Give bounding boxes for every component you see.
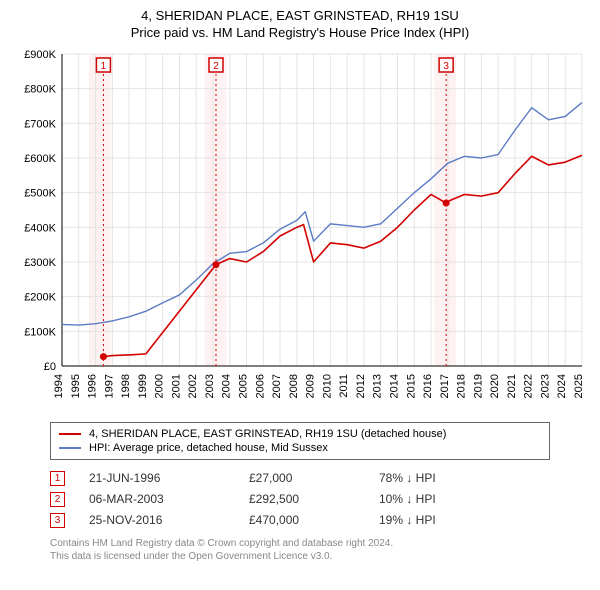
sale-marker: 3	[50, 513, 65, 528]
sale-marker: 1	[50, 471, 65, 486]
chart-subtitle: Price paid vs. HM Land Registry's House …	[12, 25, 588, 40]
svg-text:2019: 2019	[472, 374, 484, 398]
svg-text:2005: 2005	[238, 374, 250, 398]
svg-text:2000: 2000	[154, 374, 166, 398]
legend-swatch	[59, 447, 81, 449]
sale-row: 2 06-MAR-2003£292,50010% ↓ HPI	[50, 489, 588, 510]
svg-text:2020: 2020	[489, 374, 501, 398]
svg-text:£0: £0	[44, 361, 56, 373]
svg-text:2015: 2015	[405, 374, 417, 398]
svg-text:2006: 2006	[254, 374, 266, 398]
svg-text:1: 1	[101, 61, 107, 72]
svg-text:£900K: £900K	[24, 49, 56, 61]
legend-swatch	[59, 433, 81, 435]
sale-date: 06-MAR-2003	[89, 492, 249, 506]
sale-price: £470,000	[249, 513, 379, 527]
svg-text:2021: 2021	[506, 374, 518, 398]
svg-text:2007: 2007	[271, 374, 283, 398]
legend-item: 4, SHERIDAN PLACE, EAST GRINSTEAD, RH19 …	[59, 427, 541, 441]
svg-text:2012: 2012	[355, 374, 367, 398]
sale-diff: 19% ↓ HPI	[379, 513, 499, 527]
svg-text:2023: 2023	[539, 374, 551, 398]
svg-text:2016: 2016	[422, 374, 434, 398]
svg-text:1996: 1996	[87, 374, 99, 398]
svg-text:1997: 1997	[103, 374, 115, 398]
legend-label: 4, SHERIDAN PLACE, EAST GRINSTEAD, RH19 …	[89, 428, 446, 440]
footer-line-2: This data is licensed under the Open Gov…	[50, 550, 588, 563]
svg-text:2025: 2025	[573, 374, 585, 398]
svg-text:2011: 2011	[338, 374, 350, 398]
legend-item: HPI: Average price, detached house, Mid …	[59, 441, 541, 455]
sale-date: 21-JUN-1996	[89, 471, 249, 485]
svg-text:2024: 2024	[556, 374, 568, 398]
svg-text:2001: 2001	[170, 374, 182, 398]
svg-text:1998: 1998	[120, 374, 132, 398]
svg-text:£100K: £100K	[24, 326, 56, 338]
svg-text:£400K: £400K	[24, 222, 56, 234]
sale-diff: 10% ↓ HPI	[379, 492, 499, 506]
chart-title: 4, SHERIDAN PLACE, EAST GRINSTEAD, RH19 …	[12, 8, 588, 25]
svg-text:2008: 2008	[288, 374, 300, 398]
svg-text:2017: 2017	[439, 374, 451, 398]
svg-text:£800K: £800K	[24, 84, 56, 96]
sale-price: £292,500	[249, 492, 379, 506]
svg-text:2004: 2004	[221, 374, 233, 398]
sale-date: 25-NOV-2016	[89, 513, 249, 527]
svg-text:2018: 2018	[456, 374, 468, 398]
svg-text:£700K: £700K	[24, 118, 56, 130]
svg-text:2002: 2002	[187, 374, 199, 398]
sale-price: £27,000	[249, 471, 379, 485]
svg-text:2: 2	[213, 61, 219, 72]
svg-text:3: 3	[443, 61, 449, 72]
svg-text:2003: 2003	[204, 374, 216, 398]
svg-text:£200K: £200K	[24, 292, 56, 304]
svg-text:1995: 1995	[70, 374, 82, 398]
sale-diff: 78% ↓ HPI	[379, 471, 499, 485]
legend: 4, SHERIDAN PLACE, EAST GRINSTEAD, RH19 …	[50, 422, 550, 460]
footer-line-1: Contains HM Land Registry data © Crown c…	[50, 537, 588, 550]
svg-text:£600K: £600K	[24, 153, 56, 165]
sale-marker: 2	[50, 492, 65, 507]
svg-text:£300K: £300K	[24, 257, 56, 269]
svg-text:2009: 2009	[305, 374, 317, 398]
svg-text:2014: 2014	[388, 374, 400, 398]
sale-row: 3 25-NOV-2016£470,00019% ↓ HPI	[50, 510, 588, 531]
sale-row: 1 21-JUN-1996£27,00078% ↓ HPI	[50, 468, 588, 489]
svg-text:1999: 1999	[137, 374, 149, 398]
legend-label: HPI: Average price, detached house, Mid …	[89, 442, 328, 454]
footer-attribution: Contains HM Land Registry data © Crown c…	[50, 537, 588, 563]
svg-text:2022: 2022	[523, 374, 535, 398]
svg-text:2010: 2010	[321, 374, 333, 398]
svg-text:2013: 2013	[372, 374, 384, 398]
price-chart: £0 £100K £200K £300K £400K £500K £600K £700K £80…	[12, 46, 588, 416]
svg-text:£500K: £500K	[24, 188, 56, 200]
svg-text:1994: 1994	[53, 374, 65, 398]
sales-table: 1 21-JUN-1996£27,00078% ↓ HPI 2 06-MAR-2003…	[50, 468, 588, 531]
